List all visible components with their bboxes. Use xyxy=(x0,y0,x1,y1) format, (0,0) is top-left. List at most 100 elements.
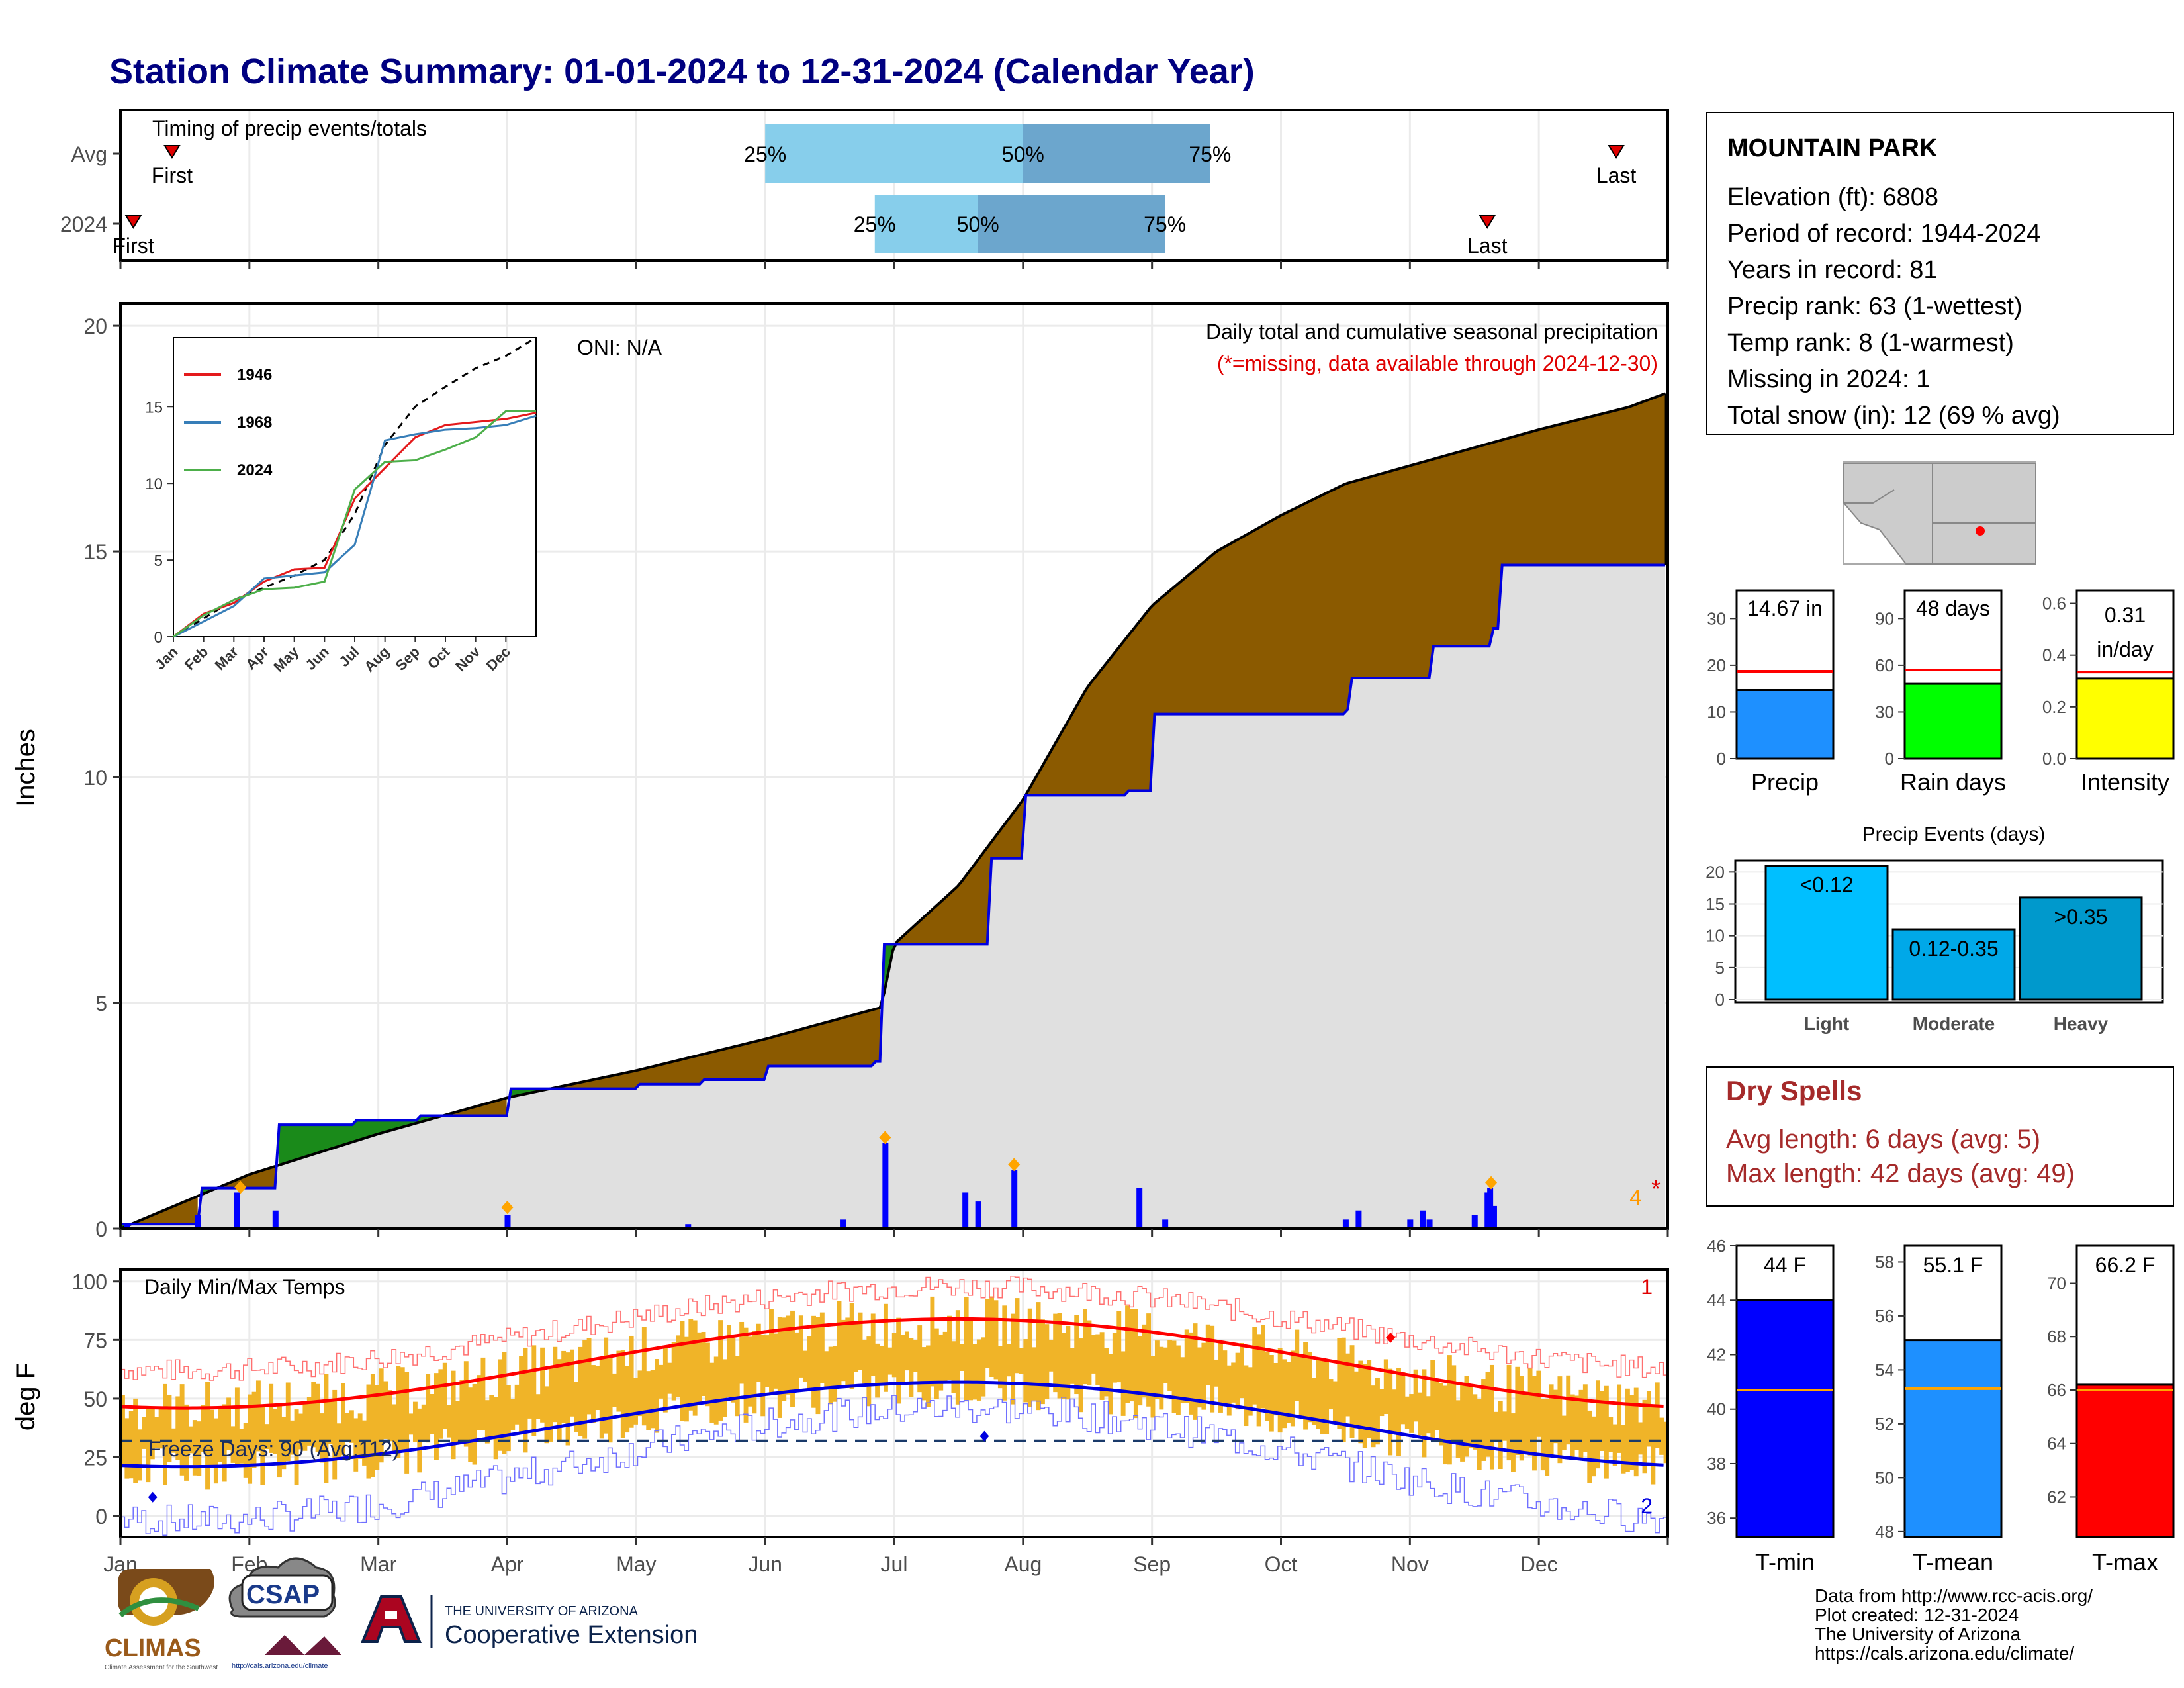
daily-temp-bar xyxy=(1062,1333,1066,1399)
daily-temp-bar xyxy=(942,1331,948,1382)
temp-ytick-label: 50 xyxy=(83,1387,107,1411)
daily-temp-bar xyxy=(213,1418,218,1484)
temp-bar-name: T-min xyxy=(1755,1548,1815,1575)
daily-temp-bar xyxy=(891,1333,897,1378)
cum-2024-line xyxy=(120,563,1666,1226)
daily-temp-bar xyxy=(273,1409,278,1454)
daily-temp-bar xyxy=(1295,1329,1300,1401)
inset-ytick-label: 5 xyxy=(154,552,163,570)
csap-text: CSAP xyxy=(246,1580,320,1609)
events-tick-label: 15 xyxy=(1706,894,1725,914)
station-name: MOUNTAIN PARK xyxy=(1727,134,1938,162)
daily-temp-bar xyxy=(1311,1378,1316,1425)
daily-temp-bar xyxy=(362,1420,367,1466)
daily-temp-bar xyxy=(150,1406,155,1460)
temp-bar-value xyxy=(1735,1299,1835,1538)
daily-temp-bar xyxy=(1120,1351,1126,1416)
daily-temp-bar xyxy=(357,1413,363,1459)
daily-temp-bar xyxy=(705,1342,710,1407)
daily-temp-bar xyxy=(379,1368,384,1463)
inset-series-1968 xyxy=(173,414,537,638)
daily-temp-bar xyxy=(671,1342,676,1401)
daily-temp-bar xyxy=(1655,1382,1660,1448)
month-label: Dec xyxy=(1520,1552,1558,1576)
missing-note: (*=missing, data available through 2024-… xyxy=(1217,352,1658,375)
events-category: Moderate xyxy=(1913,1013,1995,1034)
daily-temp-bar xyxy=(1439,1383,1444,1446)
daily-temp-bar xyxy=(480,1357,486,1430)
month-label: Nov xyxy=(1391,1552,1429,1576)
daily-temp-bar xyxy=(1129,1309,1134,1402)
daily-temp-bar xyxy=(870,1313,876,1376)
daily-temp-bar xyxy=(731,1338,736,1403)
daily-temp-bar xyxy=(926,1345,931,1407)
month-label: Jun xyxy=(748,1552,782,1576)
daily-temp-bar xyxy=(1180,1357,1185,1403)
daily-temp-bar xyxy=(1095,1334,1101,1385)
daily-temp-bar xyxy=(807,1336,812,1389)
daily-temp-bar xyxy=(1235,1352,1240,1410)
daily-temp-bar xyxy=(239,1429,244,1464)
daily-temp-bar xyxy=(1112,1333,1117,1383)
events-bar-label: <0.12 xyxy=(1800,873,1854,897)
daily-temp-bar xyxy=(782,1317,787,1401)
daily-temp-bar xyxy=(1332,1381,1338,1423)
last-marker xyxy=(1608,145,1625,159)
dry-spells-avg: Avg length: 6 days (avg: 5) xyxy=(1726,1125,2040,1154)
daily-temp-bar xyxy=(544,1386,549,1444)
daily-temp-bar xyxy=(1506,1364,1512,1461)
daily-temp-bar xyxy=(1159,1346,1164,1410)
daily-temp-bar xyxy=(1574,1395,1579,1450)
csap-url: http://cals.arizona.edu/climate xyxy=(232,1662,328,1670)
daily-temp-bar xyxy=(735,1356,740,1417)
daily-temp-bar xyxy=(1040,1319,1045,1405)
events-bar xyxy=(1764,865,1889,1001)
daily-temp-bar xyxy=(1189,1332,1194,1415)
daily-temp-bar xyxy=(1053,1313,1058,1393)
timing-panel: Timing of precip events/totals 25% 50% 75%… xyxy=(60,109,1669,269)
daily-temp-bar xyxy=(1273,1362,1279,1416)
daily-temp-bar xyxy=(692,1320,698,1416)
daily-temp-bar xyxy=(1002,1305,1007,1401)
daily-temp-bar xyxy=(290,1420,295,1455)
mini-bar-tick-label: 10 xyxy=(1707,702,1726,722)
daily-precip-bar xyxy=(1487,1188,1494,1229)
month-label: Apr xyxy=(491,1552,524,1576)
daily-temp-bar xyxy=(1218,1343,1223,1413)
mini-bar-tick-label: 0.0 xyxy=(2042,749,2066,769)
daily-temp-bar xyxy=(951,1341,956,1393)
daily-temp-bar xyxy=(773,1333,778,1389)
daily-temp-bar xyxy=(777,1317,782,1418)
daily-temp-bar xyxy=(701,1331,706,1397)
daily-temp-bar xyxy=(1527,1368,1533,1456)
daily-temp-bar xyxy=(612,1373,617,1407)
daily-temp-bar xyxy=(404,1372,410,1474)
daily-temp-bar xyxy=(798,1315,803,1378)
timing-row-label: Avg xyxy=(71,142,107,166)
mini-bar-tick-label: 30 xyxy=(1875,702,1894,722)
daily-temp-bar xyxy=(1099,1332,1105,1400)
event-marker xyxy=(1485,1176,1498,1190)
mini-bar-rain-days: 0 30 60 90 48 days Rain days xyxy=(1875,589,2006,796)
daily-temp-bar xyxy=(1298,1355,1304,1417)
avg-max-line xyxy=(120,1317,1664,1410)
daily-temp-bar xyxy=(764,1335,770,1387)
daily-temp-bar xyxy=(412,1401,418,1442)
daily-temp-bar xyxy=(849,1303,854,1389)
daily-temp-bar xyxy=(557,1359,562,1442)
inset-legend-label: 1946 xyxy=(237,366,272,384)
daily-temp-bar xyxy=(1418,1392,1422,1436)
daily-temp-bar xyxy=(1083,1309,1087,1385)
mini-bar-tick-label: 90 xyxy=(1875,608,1894,628)
daily-temp-bar xyxy=(1210,1325,1215,1413)
daily-temp-bar xyxy=(1545,1398,1550,1476)
daily-temp-bar xyxy=(1409,1394,1414,1433)
daily-temp-bar xyxy=(1600,1391,1605,1451)
daily-temp-bar xyxy=(1078,1338,1083,1413)
temp-bar-t-mean: 48 50 52 54 56 58 55.1 F T-mean xyxy=(1875,1244,2003,1575)
daily-temp-bar xyxy=(1396,1368,1401,1456)
footer-line: Data from http://www.rcc-acis.org/ xyxy=(1815,1585,2093,1606)
daily-temp-bar xyxy=(248,1394,253,1484)
daily-temp-bar xyxy=(128,1411,134,1479)
daily-temp-bar xyxy=(1256,1334,1261,1427)
